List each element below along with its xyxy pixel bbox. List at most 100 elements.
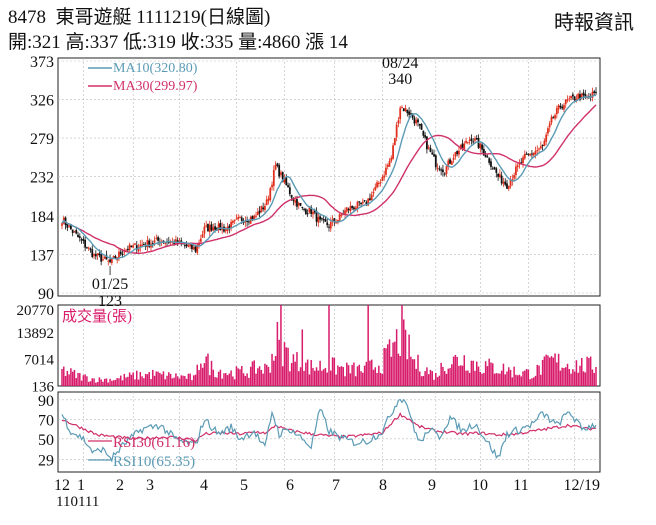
candle-body: [303, 208, 305, 210]
volume-bar: [541, 359, 544, 386]
volume-bar: [463, 355, 466, 386]
candle-body: [280, 172, 282, 175]
candle-body: [595, 91, 597, 93]
volume-bar: [257, 368, 259, 386]
volume-bar: [529, 379, 531, 386]
volume-bar: [438, 375, 441, 386]
volume-bar: [518, 374, 521, 386]
candle-body: [78, 236, 81, 239]
volume-bar: [219, 369, 222, 386]
candle-body: [118, 251, 120, 258]
volume-bar: [294, 361, 296, 386]
volume-bar: [481, 373, 483, 386]
candle-body: [529, 153, 532, 156]
price-y-tick: 184: [30, 209, 54, 226]
volume-bar: [515, 374, 517, 386]
volume-bar: [522, 371, 524, 386]
source-label: 時報資訊: [554, 12, 634, 34]
candle-body: [205, 225, 208, 227]
volume-bar: [349, 373, 352, 386]
candle-body: [559, 105, 562, 108]
volume-bar: [401, 305, 403, 386]
candle-body: [509, 179, 512, 187]
volume-bar: [335, 374, 337, 386]
volume-bar: [346, 362, 348, 386]
candle-body: [349, 206, 352, 212]
candle-body: [212, 227, 215, 231]
volume-bar: [493, 373, 496, 386]
candle-body: [482, 148, 485, 156]
candle-body: [224, 229, 227, 232]
candle-body: [433, 154, 435, 157]
volume-bar: [66, 370, 69, 386]
candle-body: [363, 200, 366, 202]
volume-bar: [413, 359, 416, 386]
candle-body: [409, 113, 412, 115]
candle-body: [547, 128, 549, 134]
volume-bar: [534, 375, 537, 386]
volume-bar: [374, 367, 377, 386]
candle-body: [477, 138, 480, 148]
candle-body: [75, 230, 78, 234]
volume-bar: [495, 373, 498, 386]
candle-body: [502, 182, 505, 184]
volume-bar: [75, 378, 77, 386]
candle-body: [566, 99, 569, 101]
volume-bar: [264, 363, 266, 386]
candle-body: [128, 244, 131, 251]
volume-bar: [150, 379, 152, 386]
volume-bar: [61, 368, 63, 386]
candle-body: [550, 116, 553, 123]
candle-body: [102, 259, 104, 261]
candle-body: [251, 215, 254, 220]
candle-body: [486, 156, 489, 158]
volume-bar: [370, 359, 373, 386]
candle-body: [470, 138, 473, 141]
candle-body: [427, 146, 430, 149]
candle-body: [248, 221, 250, 223]
x-tick-label: 7: [332, 477, 340, 494]
volume-bar: [500, 370, 503, 386]
candle-body: [491, 168, 494, 170]
volume-bar: [267, 366, 270, 386]
candle-body: [228, 225, 231, 230]
volume-bar: [249, 366, 252, 386]
volume-bar: [201, 367, 204, 386]
candle-body: [568, 98, 571, 100]
volume-bar: [342, 367, 344, 386]
rsi10-legend-label: RSI10(65.35): [113, 454, 195, 470]
volume-bar: [128, 372, 131, 386]
volume-bar: [233, 379, 236, 386]
candle-body: [415, 120, 418, 124]
candle-body: [370, 194, 373, 201]
candle-body: [107, 260, 110, 262]
volume-bar: [280, 305, 282, 386]
volume-bar: [415, 368, 417, 386]
volume-bar: [255, 373, 257, 386]
candle-body: [404, 108, 407, 111]
volume-bar: [274, 356, 277, 386]
volume-bar: [511, 377, 514, 386]
volume-bar: [196, 364, 199, 386]
volume-bar: [532, 377, 535, 386]
volume-bar: [563, 367, 565, 386]
volume-bar: [351, 364, 353, 386]
candle-body: [413, 118, 416, 124]
volume-bar: [130, 374, 133, 386]
volume-bar: [189, 373, 191, 386]
candle-body: [520, 162, 523, 164]
candle-body: [86, 247, 88, 249]
volume-bar: [168, 372, 170, 386]
candle-body: [340, 214, 343, 216]
candle-body: [146, 240, 149, 248]
volume-bar: [127, 376, 129, 386]
panel-frame-1: [57, 57, 601, 297]
x-tick-label: 4: [200, 477, 208, 494]
volume-bar: [317, 370, 320, 386]
volume-bar: [287, 347, 289, 386]
volume-bar: [573, 371, 576, 386]
volume-bar: [148, 372, 150, 386]
x-tick-label: 9: [428, 477, 436, 494]
volume-bar: [79, 373, 81, 386]
rsi-y-tick: 90: [38, 393, 54, 410]
